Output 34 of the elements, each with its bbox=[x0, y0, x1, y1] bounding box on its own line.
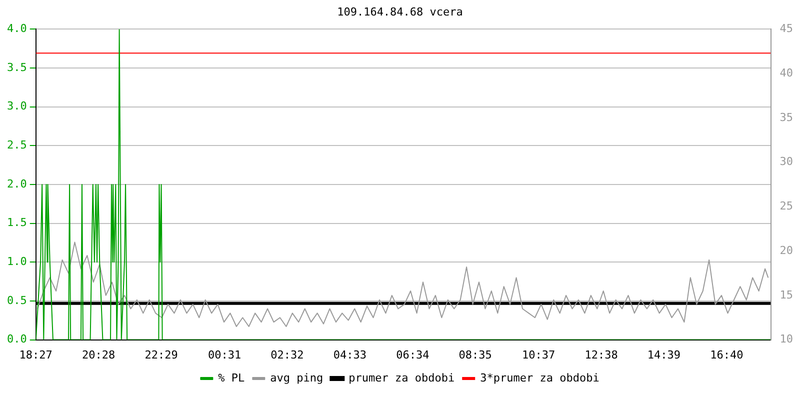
x-tick-label: 02:32 bbox=[270, 348, 304, 362]
y2-tick-label: 25 bbox=[780, 200, 794, 213]
x-tick-label: 10:37 bbox=[522, 348, 556, 362]
x-tick-label: 12:38 bbox=[584, 348, 618, 362]
y2-tick-label: 10 bbox=[780, 332, 794, 346]
y-tick-label: 1.5 bbox=[6, 216, 27, 230]
y-tick-label: 0.5 bbox=[6, 294, 27, 307]
chart-title: 109.164.84.68 vcera bbox=[337, 5, 463, 18]
y-tick-label: 3.0 bbox=[6, 100, 27, 113]
legend-label: 3*prumer za obdobi bbox=[480, 371, 600, 384]
legend-label: prumer za obdobi bbox=[348, 371, 455, 384]
y-tick-label: 1.0 bbox=[6, 255, 27, 268]
y-tick-label: 2.5 bbox=[6, 138, 27, 152]
x-tick-label: 08:35 bbox=[458, 348, 492, 362]
x-tick-label: 18:27 bbox=[19, 348, 52, 362]
y2-tick-label: 35 bbox=[780, 110, 794, 124]
y-tick-label: 2.0 bbox=[6, 177, 27, 190]
y2-tick-label: 45 bbox=[780, 22, 794, 36]
y2-tick-label: 20 bbox=[780, 244, 794, 257]
y2-tick-label: 15 bbox=[780, 288, 794, 302]
y-tick-label: 4.0 bbox=[6, 22, 27, 36]
legend-label: % PL bbox=[218, 371, 246, 384]
x-tick-label: 14:39 bbox=[647, 348, 681, 362]
y-tick-label: 3.5 bbox=[6, 60, 27, 74]
y2-tick-label: 40 bbox=[780, 66, 794, 80]
y-tick-label: 0.0 bbox=[6, 332, 27, 346]
x-tick-label: 06:34 bbox=[396, 348, 430, 362]
x-tick-label: 20:28 bbox=[82, 348, 116, 362]
x-tick-label: 00:31 bbox=[208, 348, 242, 362]
x-tick-label: 22:29 bbox=[144, 348, 178, 362]
legend-label: avg ping bbox=[270, 371, 324, 384]
y2-tick-label: 30 bbox=[780, 155, 794, 168]
x-tick-label: 04:33 bbox=[333, 348, 366, 362]
x-tick-label: 16:40 bbox=[710, 348, 744, 362]
